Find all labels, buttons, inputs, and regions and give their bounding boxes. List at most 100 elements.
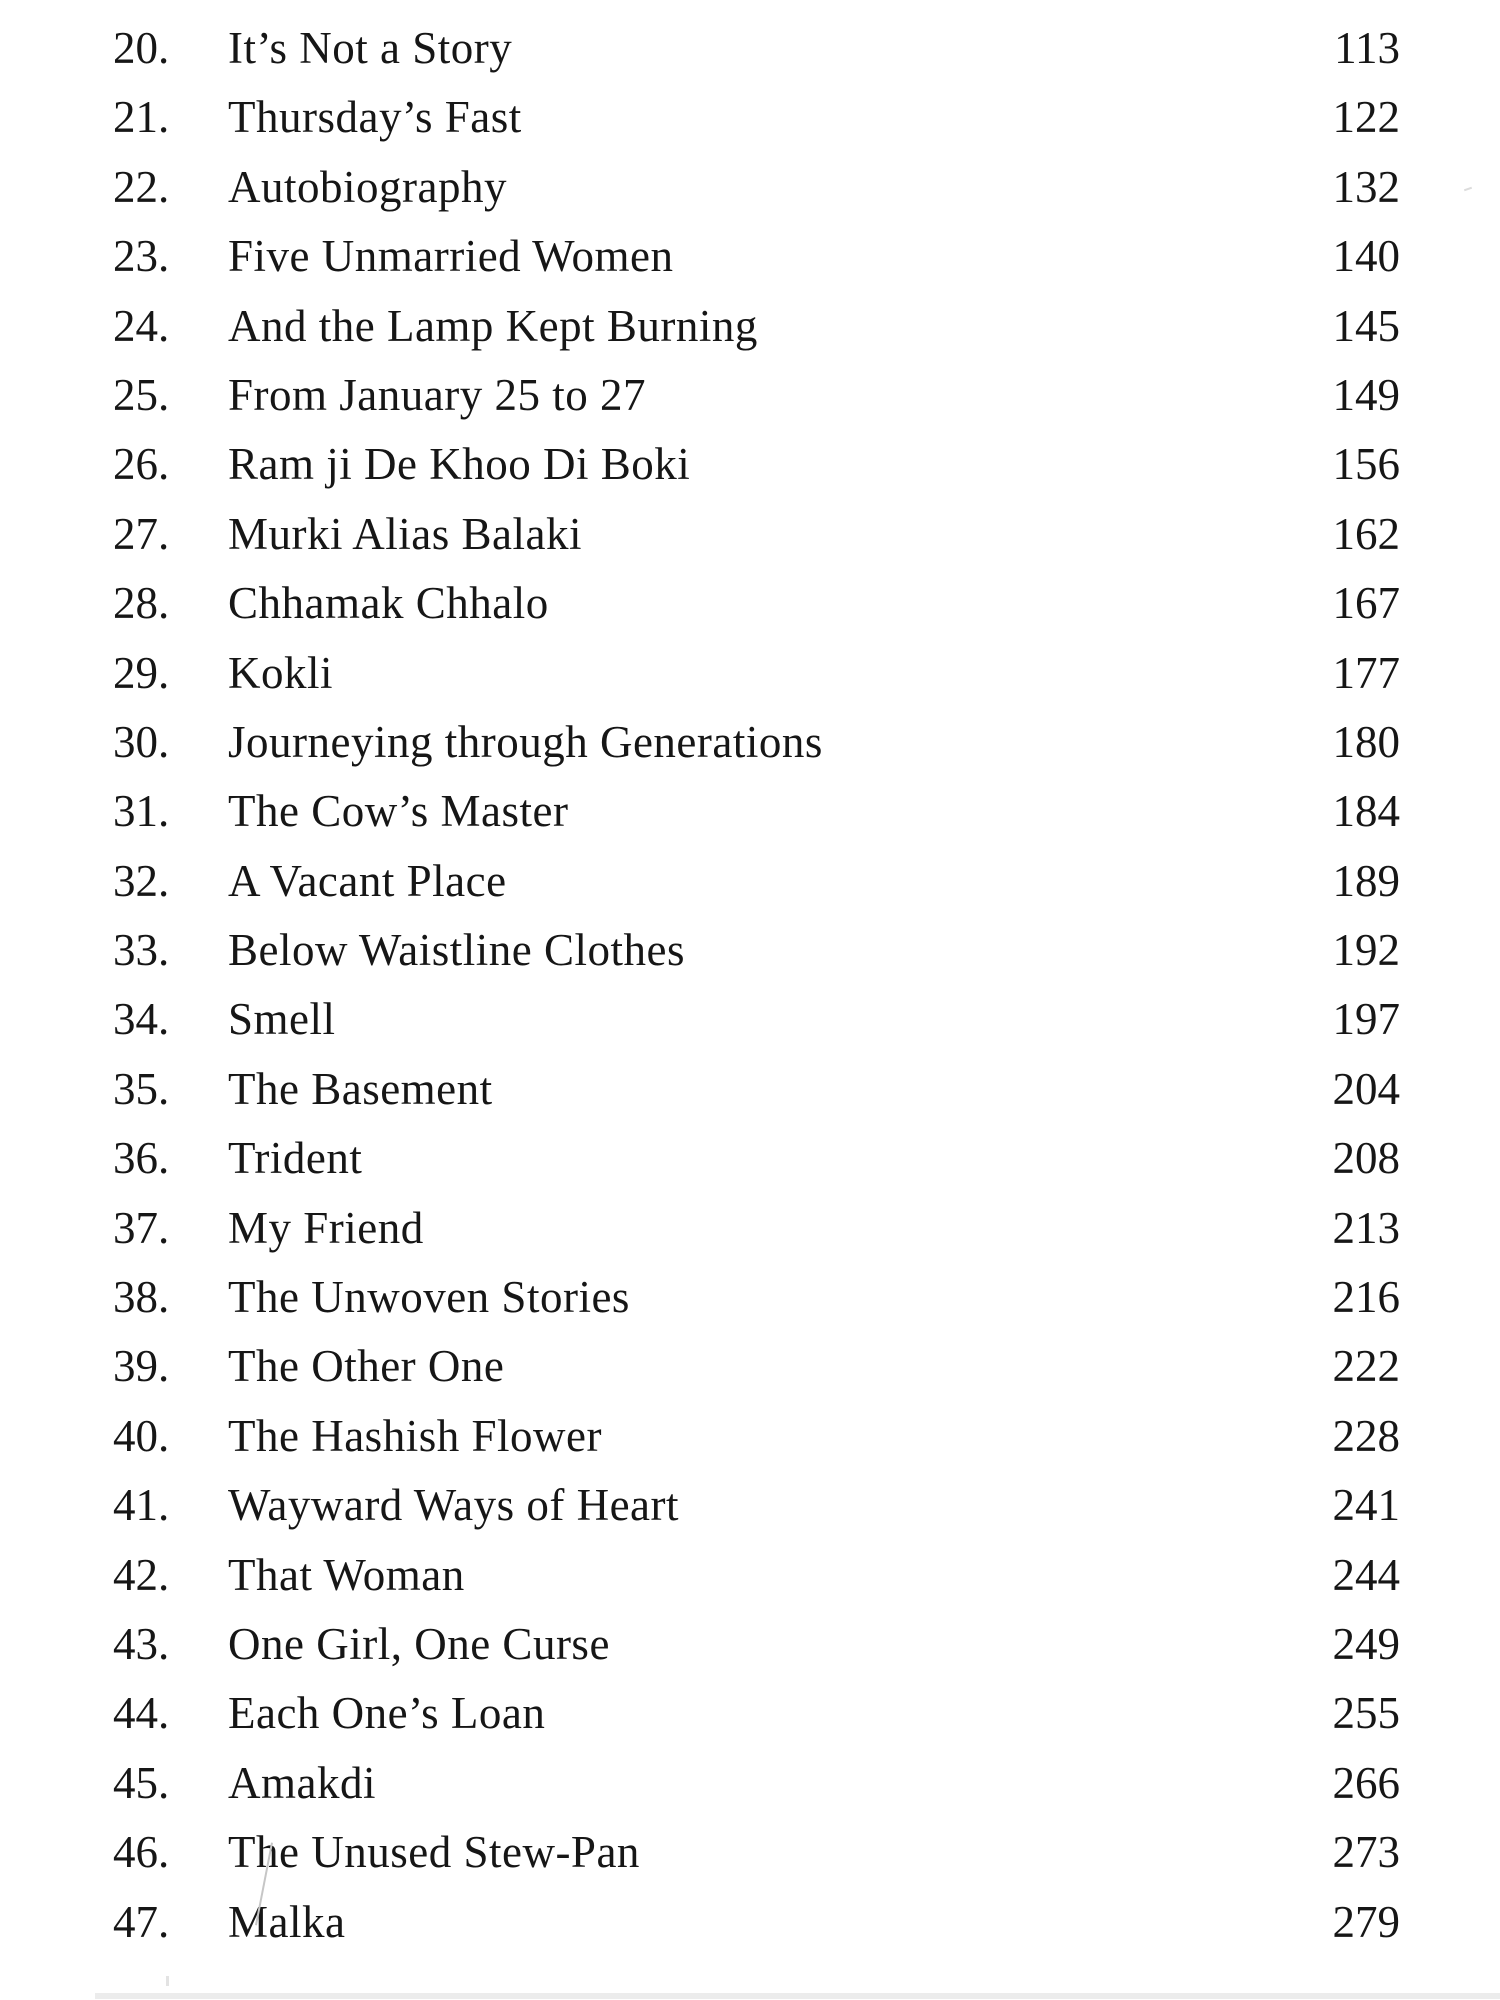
toc-entry: 37. My Friend 213: [0, 1194, 1500, 1263]
toc-entry-title: Murki Alias Balaki: [228, 508, 582, 559]
toc-entry-title: Amakdi: [228, 1757, 376, 1808]
toc-entry-number: 45.: [113, 1757, 170, 1808]
toc-entry-page: 216: [1332, 1272, 1401, 1323]
toc-entry: 43. One Girl, One Curse 249: [0, 1610, 1500, 1679]
toc-entry-title: Chhamak Chhalo: [228, 578, 549, 629]
toc-entry-page: 192: [1332, 925, 1401, 976]
toc-entry-number: 27.: [113, 508, 170, 559]
toc-entry: 44. Each One’s Loan 255: [0, 1679, 1500, 1748]
toc-entry-number: 22.: [113, 161, 170, 212]
toc-entry-title: And the Lamp Kept Burning: [228, 300, 758, 351]
toc-entry-title: One Girl, One Curse: [228, 1618, 610, 1669]
toc-entry-title: That Woman: [228, 1549, 465, 1600]
toc-entry-number: 30.: [113, 716, 170, 767]
toc-entry-number: 31.: [113, 786, 170, 837]
toc-entry-number: 36.: [113, 1133, 170, 1184]
toc-entry: 34. Smell 197: [0, 985, 1500, 1054]
toc-entry: 28. Chhamak Chhalo 167: [0, 569, 1500, 638]
toc-entry-page: 266: [1332, 1757, 1401, 1808]
toc-entry-page: 180: [1332, 716, 1401, 767]
toc-entry-title: Thursday’s Fast: [228, 92, 522, 143]
toc-entry: 45. Amakdi 266: [0, 1749, 1500, 1818]
toc-entry-number: 20.: [113, 23, 170, 73]
toc-entry: 29. Kokli 177: [0, 639, 1500, 708]
toc-entry-page: 149: [1332, 369, 1401, 420]
toc-entry-page: 204: [1332, 1063, 1401, 1114]
toc-entry: 47. Malka 279: [0, 1888, 1500, 1957]
toc-entry-number: 38.: [113, 1272, 170, 1323]
toc-entry-page: 244: [1332, 1549, 1401, 1600]
toc-entry: 20. It’s Not a Story 113: [0, 14, 1500, 83]
toc-entry: 36. Trident 208: [0, 1124, 1500, 1193]
toc-entry-number: 40.: [113, 1410, 170, 1461]
toc-entry-number: 21.: [113, 92, 170, 143]
toc-entry-title: It’s Not a Story: [228, 23, 513, 73]
toc-entry-page: 122: [1332, 92, 1401, 143]
toc-entry-page: 241: [1332, 1480, 1401, 1531]
toc-entry-page: 208: [1332, 1133, 1401, 1184]
toc-entry-number: 35.: [113, 1063, 170, 1114]
scan-speck: [166, 1976, 169, 1986]
toc-entry-number: 25.: [113, 369, 170, 420]
toc-entry-title: The Unwoven Stories: [228, 1272, 630, 1323]
toc-entry-title: Smell: [228, 994, 336, 1045]
toc-entry-number: 29.: [113, 647, 170, 698]
toc-entry-page: 197: [1332, 994, 1401, 1045]
toc-entry: 31. The Cow’s Master 184: [0, 777, 1500, 846]
toc-entry-page: 140: [1332, 231, 1401, 282]
toc-entry: 32. A Vacant Place 189: [0, 847, 1500, 916]
toc-entry-page: 279: [1332, 1896, 1401, 1947]
toc-entry-number: 33.: [113, 925, 170, 976]
toc-entry-number: 26.: [113, 439, 170, 490]
toc-entry-number: 32.: [113, 855, 170, 906]
toc-entry-page: 189: [1332, 855, 1401, 906]
toc-entry-title: Autobiography: [228, 161, 507, 212]
toc-entry-number: 43.: [113, 1618, 170, 1669]
toc-entry-number: 47.: [113, 1896, 170, 1947]
toc-entry-page: 222: [1332, 1341, 1401, 1392]
toc-entry-title: The Basement: [228, 1063, 493, 1114]
scan-edge-shadow: [95, 1993, 1500, 1999]
toc-entry: 39. The Other One 222: [0, 1332, 1500, 1401]
toc-entry-number: 42.: [113, 1549, 170, 1600]
toc-entry-number: 24.: [113, 300, 170, 351]
toc-entry: 22. Autobiography 132: [0, 153, 1500, 222]
toc-entry: 33. Below Waistline Clothes 192: [0, 916, 1500, 985]
toc-entry-page: 249: [1332, 1618, 1401, 1669]
toc-entry: 21. Thursday’s Fast 122: [0, 83, 1500, 152]
toc-entry-title: The Other One: [228, 1341, 505, 1392]
toc-entry-number: 37.: [113, 1202, 170, 1253]
toc-entry: 40. The Hashish Flower 228: [0, 1402, 1500, 1471]
toc-entry: 35. The Basement 204: [0, 1055, 1500, 1124]
toc-entry-title: Ram ji De Khoo Di Boki: [228, 439, 691, 490]
toc-entry: 23. Five Unmarried Women 140: [0, 222, 1500, 291]
toc-entry-page: 184: [1332, 786, 1401, 837]
toc-entry-page: 162: [1332, 508, 1401, 559]
toc-entry-number: 23.: [113, 231, 170, 282]
toc-entry-title: The Cow’s Master: [228, 786, 569, 837]
toc-entry: 41. Wayward Ways of Heart 241: [0, 1471, 1500, 1540]
toc-entry-title: Malka: [228, 1896, 346, 1947]
toc-entry-title: From January 25 to 27: [228, 369, 646, 420]
toc-entry-number: 28.: [113, 578, 170, 629]
toc-entry-page: 167: [1332, 578, 1401, 629]
toc-entry-number: 34.: [113, 994, 170, 1045]
toc-entry-number: 41.: [113, 1480, 170, 1531]
toc-entry: 25. From January 25 to 27 149: [0, 361, 1500, 430]
toc-entry-title: Below Waistline Clothes: [228, 925, 686, 976]
toc-entry-title: The Unused Stew-Pan: [228, 1827, 640, 1878]
toc-entry-title: Each One’s Loan: [228, 1688, 546, 1739]
toc-list: 20. It’s Not a Story 113 21. Thursday’s …: [0, 14, 1500, 1957]
toc-entry-number: 44.: [113, 1688, 170, 1739]
toc-entry: 38. The Unwoven Stories 216: [0, 1263, 1500, 1332]
toc-entry-title: Kokli: [228, 647, 334, 698]
toc-entry-page: 177: [1332, 647, 1401, 698]
toc-entry-number: 39.: [113, 1341, 170, 1392]
toc-entry-page: 273: [1332, 1827, 1401, 1878]
toc-entry: 42. That Woman 244: [0, 1541, 1500, 1610]
toc-entry-page: 228: [1332, 1410, 1401, 1461]
toc-entry: 24. And the Lamp Kept Burning 145: [0, 292, 1500, 361]
toc-entry-page: 213: [1332, 1202, 1401, 1253]
toc-entry-title: Journeying through Generations: [228, 716, 823, 767]
